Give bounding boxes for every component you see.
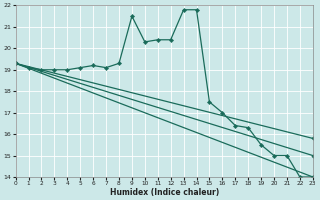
X-axis label: Humidex (Indice chaleur): Humidex (Indice chaleur) <box>109 188 219 197</box>
